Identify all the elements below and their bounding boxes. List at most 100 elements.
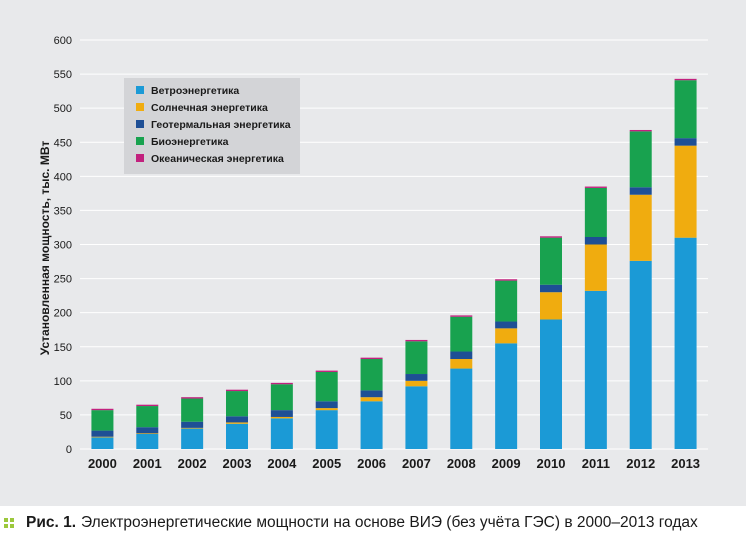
bar-segment-wind: [181, 428, 204, 449]
bars: [91, 78, 697, 449]
legend-item-wind: Ветроэнергетика: [136, 85, 239, 97]
x-axis-tick-labels: 2000 2001 2002 2003 2004 2005 2006 2007 2008 2009…: [88, 456, 700, 471]
legend-item-geothermal: Геотермальная энергетика: [136, 119, 291, 131]
bar-segment-ocean: [540, 236, 562, 238]
x-tick-label: 2008: [447, 456, 476, 471]
bar-segment-solar: [450, 359, 473, 369]
x-tick-label: 2001: [133, 456, 162, 471]
legend-item-ocean: Океаническая энергетика: [136, 153, 284, 165]
x-tick-label: 2005: [312, 456, 341, 471]
bar-segment-bio: [181, 398, 204, 422]
y-tick-label: 0: [66, 444, 72, 456]
bar-segment-solar: [405, 380, 428, 387]
x-tick-label: 2006: [357, 456, 386, 471]
bar-segment-solar: [495, 328, 518, 344]
x-tick-label: 2012: [626, 456, 655, 471]
y-tick-label: 600: [54, 35, 72, 47]
bar-segment-geothermal: [540, 284, 562, 293]
bar-segment-wind: [540, 319, 562, 449]
y-tick-label: 400: [54, 171, 72, 183]
bar-segment-geothermal: [584, 237, 607, 245]
bar-stack-2009: [495, 279, 518, 449]
bar-stack-2011: [584, 186, 607, 449]
figure-caption: Рис. 1. Электроэнергетические мощности н…: [0, 506, 746, 540]
bar-segment-ocean: [495, 279, 518, 281]
x-tick-label: 2003: [223, 456, 252, 471]
bar-segment-solar: [315, 408, 338, 411]
bar-segment-geothermal: [629, 187, 652, 195]
bar-segment-geothermal: [495, 321, 518, 329]
bar-segment-bio: [450, 316, 473, 352]
bar-segment-solar: [136, 433, 159, 435]
y-tick-label: 550: [54, 69, 72, 81]
legend-swatch: [136, 86, 144, 94]
bar-stack-2010: [540, 236, 562, 449]
bar-segment-solar: [360, 397, 383, 402]
bar-segment-ocean: [450, 315, 473, 317]
bar-segment-ocean: [674, 78, 697, 81]
bar-segment-geothermal: [405, 374, 428, 381]
bar-stack-2012: [629, 129, 652, 449]
bar-segment-solar: [629, 194, 652, 261]
bar-segment-ocean: [226, 389, 248, 392]
legend-label: Биоэнергетика: [151, 136, 229, 148]
bar-stack-2000: [91, 408, 114, 449]
x-tick-label: 2010: [537, 456, 566, 471]
bar-segment-solar: [91, 436, 114, 438]
legend-label: Ветроэнергетика: [151, 85, 239, 97]
bar-segment-bio: [226, 391, 248, 417]
legend: Ветроэнергетика Солнечная энергетика Геоте…: [124, 78, 300, 174]
bar-segment-wind: [584, 290, 607, 449]
bar-segment-bio: [540, 237, 562, 285]
bar-segment-bio: [495, 280, 518, 322]
bar-segment-solar: [674, 145, 697, 238]
bar-segment-ocean: [315, 370, 338, 372]
caption-text: Электроэнергетические мощности на основе…: [81, 514, 698, 531]
legend-swatch: [136, 154, 144, 162]
x-tick-label: 2000: [88, 456, 117, 471]
legend-label: Геотермальная энергетика: [151, 119, 291, 131]
legend-label: Океаническая энергетика: [151, 153, 284, 165]
x-tick-label: 2002: [178, 456, 207, 471]
bar-segment-solar: [270, 416, 293, 419]
bar-segment-wind: [360, 401, 383, 449]
bar-segment-geothermal: [360, 390, 383, 398]
y-tick-label: 350: [54, 205, 72, 217]
bar-segment-solar: [181, 427, 204, 429]
y-axis-title: Установленная мощность, тыс. МВт: [38, 141, 52, 356]
legend-swatch: [136, 120, 144, 128]
x-tick-label: 2009: [492, 456, 521, 471]
bar-segment-wind: [270, 418, 293, 449]
bar-segment-wind: [226, 423, 248, 449]
bar-segment-ocean: [136, 404, 159, 407]
y-axis-tick-labels: 0 50 100 150 200 250 300 350 400 450 500 550 600: [54, 35, 72, 456]
bar-segment-wind: [91, 437, 114, 449]
bar-segment-bio: [629, 131, 652, 188]
y-tick-label: 500: [54, 103, 72, 115]
bar-stack-2004: [270, 382, 293, 449]
bar-segment-wind: [495, 343, 518, 449]
bar-segment-ocean: [360, 357, 383, 360]
y-tick-label: 50: [60, 410, 72, 422]
bar-segment-geothermal: [136, 427, 159, 434]
legend-background: [124, 78, 300, 174]
y-tick-label: 250: [54, 274, 72, 286]
bar-segment-wind: [674, 237, 697, 449]
x-tick-label: 2004: [267, 456, 297, 471]
legend-swatch: [136, 137, 144, 145]
legend-item-bio: Биоэнергетика: [136, 136, 229, 148]
bar-segment-bio: [674, 80, 697, 139]
bar-stack-2013: [674, 78, 697, 449]
y-tick-label: 150: [54, 342, 72, 354]
y-tick-label: 100: [54, 376, 72, 388]
bar-segment-ocean: [270, 382, 293, 385]
bar-segment-bio: [584, 187, 607, 238]
bar-segment-geothermal: [91, 430, 114, 437]
bar-segment-geothermal: [315, 401, 338, 409]
bar-segment-bio: [136, 406, 159, 428]
bar-segment-solar: [226, 422, 248, 424]
bar-segment-ocean: [91, 408, 114, 411]
bar-segment-solar: [540, 292, 562, 320]
bar-segment-wind: [136, 434, 159, 449]
bar-segment-bio: [91, 410, 114, 431]
